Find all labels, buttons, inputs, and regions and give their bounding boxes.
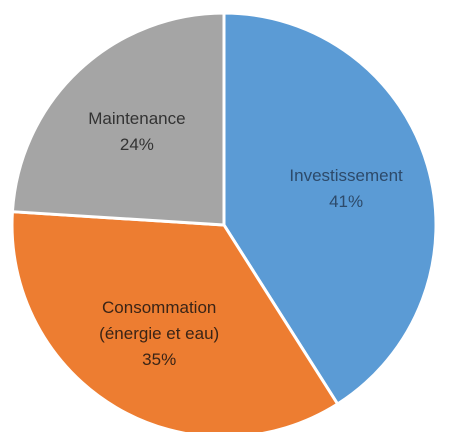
slice-label-consommation-energie-et-eau: (énergie et eau) (99, 324, 219, 343)
pie-slice-consommation-energie-et-eau (10, 210, 340, 432)
pie-labels: Investissement 41% Consommation (énergie et… (88, 109, 403, 369)
slice-percent-consommation-energie-et-eau: 35% (142, 350, 176, 369)
slice-label-maintenance: Maintenance (88, 109, 185, 128)
pie-slices (10, 11, 438, 432)
slice-label-investissement: Investissement (289, 166, 403, 185)
slice-percent-investissement: 41% (329, 192, 363, 211)
slice-label-consommation-energie-et-eau: Consommation (102, 298, 216, 317)
pie-slice-maintenance (10, 11, 226, 227)
slice-percent-maintenance: 24% (120, 135, 154, 154)
